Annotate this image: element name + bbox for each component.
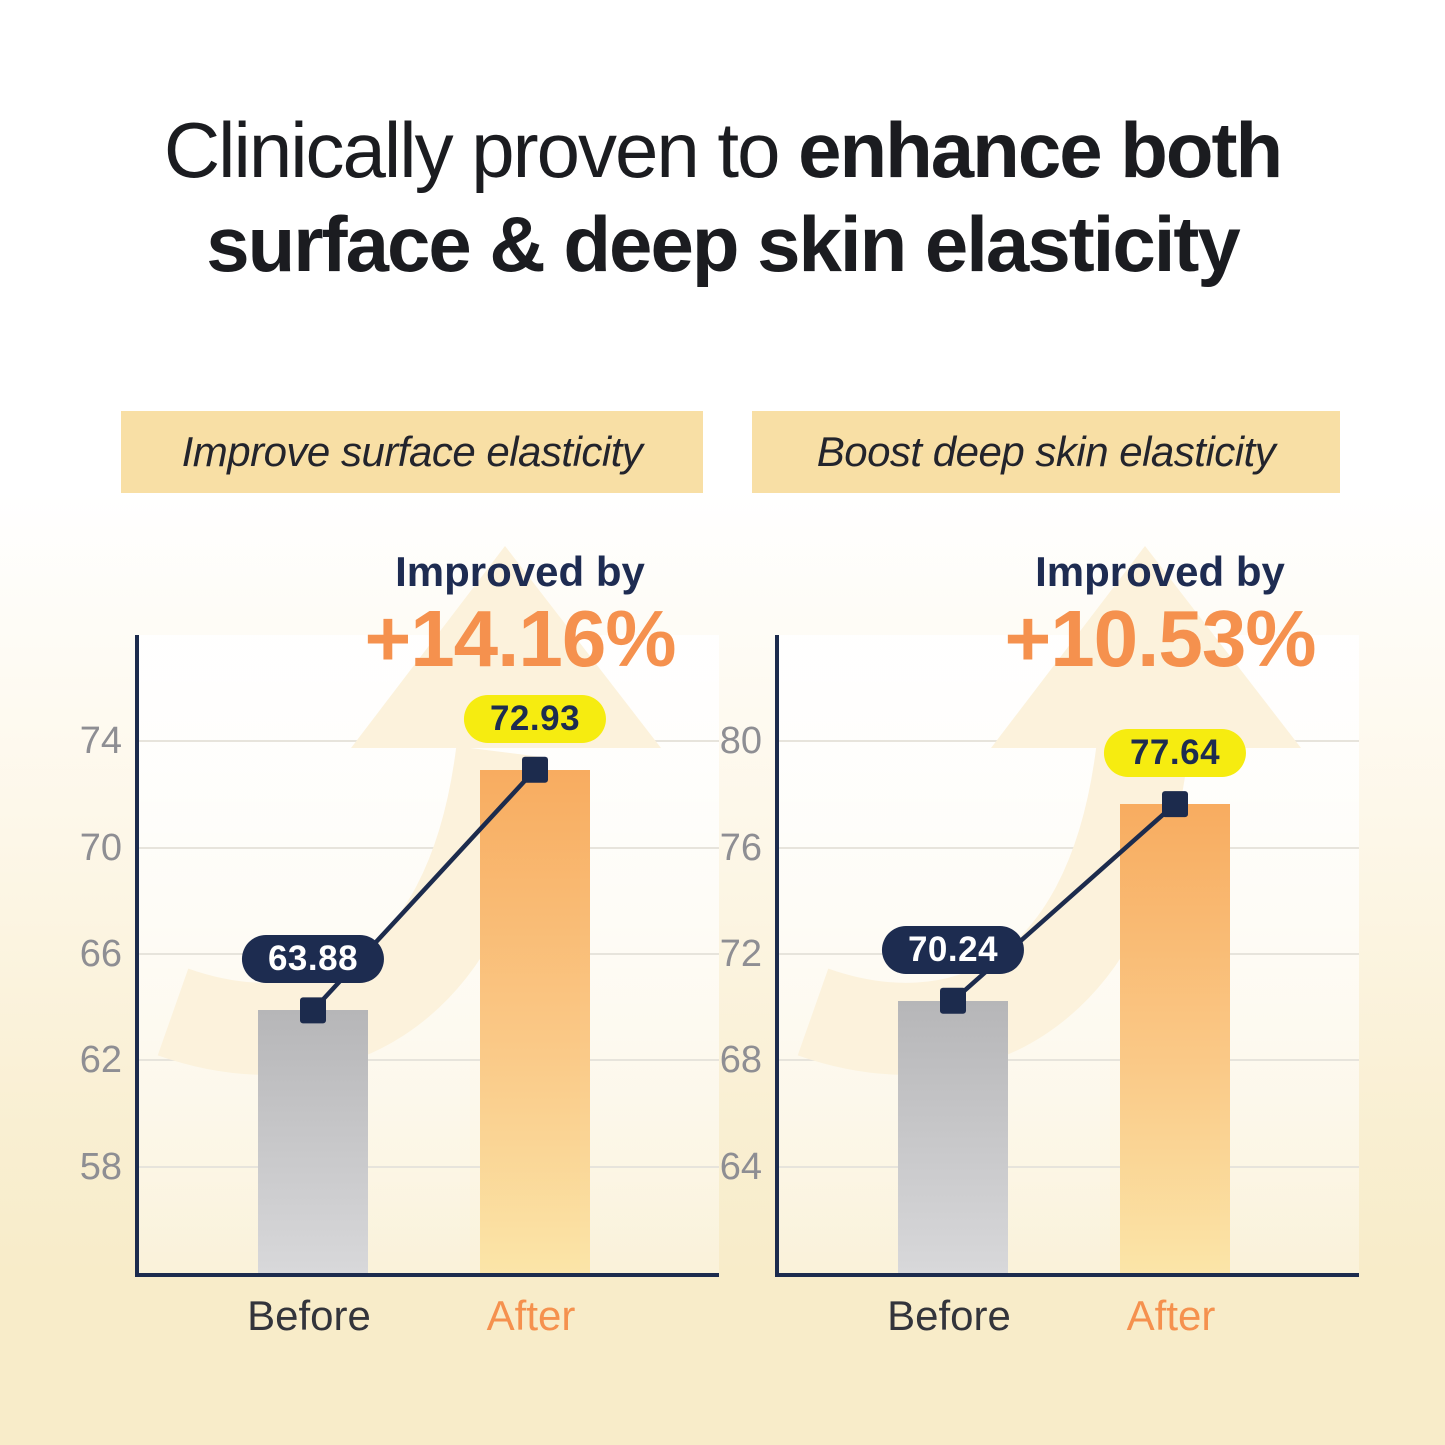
- gridline: [139, 846, 719, 849]
- value-pill-before: 63.88: [241, 935, 385, 984]
- gridline: [779, 1165, 1359, 1168]
- title-bold-part: enhance both: [798, 106, 1283, 194]
- title-regular-part: Clinically proven to: [163, 106, 799, 194]
- y-tick-label: 70: [79, 826, 122, 869]
- trend-connector: [300, 756, 548, 1024]
- improvement-callout: Improved by +10.53%: [900, 548, 1420, 682]
- y-tick-label: 72: [719, 933, 762, 975]
- chart-title-badge-deep: Boost deep skin elasticity: [752, 411, 1340, 493]
- category-label-before: Before: [247, 1292, 371, 1339]
- improvement-percent: +14.16%: [364, 594, 676, 683]
- chart-title-badge-surface: Improve surface elasticity: [121, 411, 703, 493]
- y-tick-label: 62: [79, 1039, 122, 1082]
- badge-label: Improve surface elasticity: [181, 428, 643, 475]
- trend-connector: [940, 791, 1188, 1014]
- title-line2: surface & deep skin elasticity: [206, 200, 1240, 288]
- badge-label: Boost deep skin elasticity: [816, 428, 1276, 475]
- data-point-marker: [522, 756, 548, 783]
- y-tick-label: 74: [79, 720, 122, 763]
- plot-area: 70.24 77.64: [775, 546, 1359, 1277]
- value-pill-after: 77.64: [1103, 729, 1247, 778]
- y-tick-label: 68: [719, 1039, 762, 1082]
- bar-after: [480, 769, 590, 1273]
- y-tick-label: 80: [719, 720, 762, 763]
- bar-before: [898, 1000, 1008, 1273]
- improvement-callout: Improved by +14.16%: [260, 548, 780, 682]
- chart-surface-elasticity: Improved by +14.16% 63.88 72.93 58 62 66 70 7…: [60, 540, 740, 1360]
- y-tick-label: 76: [719, 826, 762, 869]
- improvement-percent: +10.53%: [1004, 594, 1316, 683]
- category-label-after: After: [486, 1292, 576, 1339]
- data-point-marker: [1162, 791, 1188, 818]
- chart-deep-skin-elasticity: Improved by +10.53% 70.24 77.64 64 68 72 76 8…: [700, 540, 1380, 1360]
- page-title: Clinically proven to enhance both surface…: [0, 103, 1445, 291]
- gridline: [139, 1165, 719, 1168]
- gridline: [779, 846, 1359, 849]
- y-tick-label: 66: [79, 933, 122, 975]
- value-pill-before: 70.24: [881, 925, 1025, 974]
- gridline: [779, 1059, 1359, 1062]
- improved-by-label: Improved by: [1035, 548, 1285, 595]
- data-point-marker: [940, 987, 966, 1014]
- data-point-marker: [300, 997, 326, 1024]
- bar-after: [1120, 804, 1230, 1273]
- improved-by-label: Improved by: [395, 548, 645, 595]
- plot-area: 63.88 72.93: [135, 546, 719, 1277]
- bar-before: [258, 1010, 368, 1273]
- category-label-after: After: [1126, 1292, 1216, 1339]
- gridline: [139, 1059, 719, 1062]
- y-tick-label: 64: [719, 1145, 762, 1188]
- category-label-before: Before: [887, 1292, 1011, 1339]
- value-pill-after: 72.93: [463, 694, 607, 743]
- y-tick-label: 58: [79, 1145, 122, 1188]
